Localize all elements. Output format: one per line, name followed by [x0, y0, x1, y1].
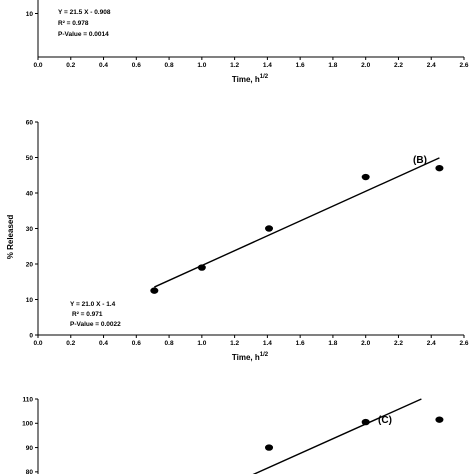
x-tick-label: 1.6 — [296, 62, 305, 69]
regression-equation: Y = 21.5 X - 0.908 — [58, 9, 111, 16]
y-tick-label: 20 — [26, 261, 34, 268]
chart-panel-b: (B) % Released Y = 21.0 X - 1.4 R² = 0.9… — [6, 119, 469, 362]
regression-equation: Y = 21.0 X - 1.4 — [70, 301, 116, 308]
p-value-label: P-Value = 0.0014 — [58, 31, 109, 38]
x-tick-label: 1.0 — [197, 340, 206, 347]
x-tick-label: 0.2 — [66, 340, 75, 347]
y-tick-label: 30 — [26, 226, 34, 233]
x-tick-label: 2.0 — [361, 62, 370, 69]
x-axis-title: Time, h1/2 — [232, 352, 269, 362]
data-point — [265, 225, 274, 232]
x-tick-label: 0.0 — [33, 62, 42, 69]
regression-line — [154, 157, 440, 288]
x-tick-label: 1.4 — [263, 340, 272, 347]
x-tick-label: 0.0 — [33, 340, 42, 347]
x-tick-label: 2.2 — [394, 62, 403, 69]
y-tick-label: 110 — [23, 396, 34, 403]
x-tick-label: 0.8 — [165, 62, 174, 69]
x-tick-label: 1.2 — [230, 62, 239, 69]
x-tick-label: 2.0 — [361, 340, 370, 347]
x-tick-label: 0.4 — [99, 340, 108, 347]
data-point — [435, 164, 444, 172]
x-axis-title: Time, h1/2 — [232, 74, 269, 84]
x-tick-label: 1.4 — [263, 62, 272, 69]
panel-label: (B) — [413, 155, 427, 166]
x-tick-label: 2.6 — [459, 340, 468, 347]
data-point — [197, 264, 206, 271]
regression-line — [252, 398, 422, 474]
data-point — [361, 173, 370, 181]
panel-label: (C) — [378, 415, 392, 426]
x-tick-label: 1.0 — [197, 62, 206, 69]
y-tick-label: 60 — [26, 119, 34, 126]
x-tick-label: 2.6 — [459, 62, 468, 69]
chart-panel-a: Y = 21.5 X - 0.908 R² = 0.978 P-Value = … — [26, 0, 469, 84]
x-tick-label: 1.8 — [328, 62, 337, 69]
p-value-label: P-Value = 0.0022 — [70, 321, 121, 328]
y-tick-label: 100 — [22, 421, 33, 428]
x-tick-label: 2.2 — [394, 340, 403, 347]
data-point — [361, 418, 370, 426]
x-tick-label: 1.6 — [296, 340, 305, 347]
x-tick-label: 0.8 — [165, 340, 174, 347]
y-tick-label: 50 — [26, 155, 34, 162]
y-axis-title: % Released — [6, 215, 15, 260]
x-tick-label: 0.6 — [132, 340, 141, 347]
y-tick-label: 10 — [26, 297, 34, 304]
y-tick-label: 0 — [29, 332, 33, 339]
r-squared-label: R² = 0.978 — [58, 20, 89, 27]
x-tick-label: 0.2 — [66, 62, 75, 69]
x-tick-label: 2.4 — [427, 62, 436, 69]
y-tick-label: 40 — [26, 190, 34, 197]
data-point — [150, 287, 159, 294]
y-tick-label: 90 — [26, 445, 34, 452]
data-point — [435, 416, 444, 423]
r-squared-label: R² = 0.971 — [72, 311, 103, 318]
x-tick-label: 1.8 — [328, 340, 337, 347]
chart-panel-c: (C) 80 90 100 110 — [22, 396, 444, 474]
x-tick-label: 1.2 — [230, 340, 239, 347]
x-tick-label: 2.4 — [427, 340, 436, 347]
x-tick-label: 0.6 — [132, 62, 141, 69]
data-point — [265, 444, 274, 451]
x-tick-label: 0.4 — [99, 62, 108, 69]
y-tick-label: 10 — [26, 11, 34, 18]
y-tick-label: 80 — [26, 469, 34, 474]
